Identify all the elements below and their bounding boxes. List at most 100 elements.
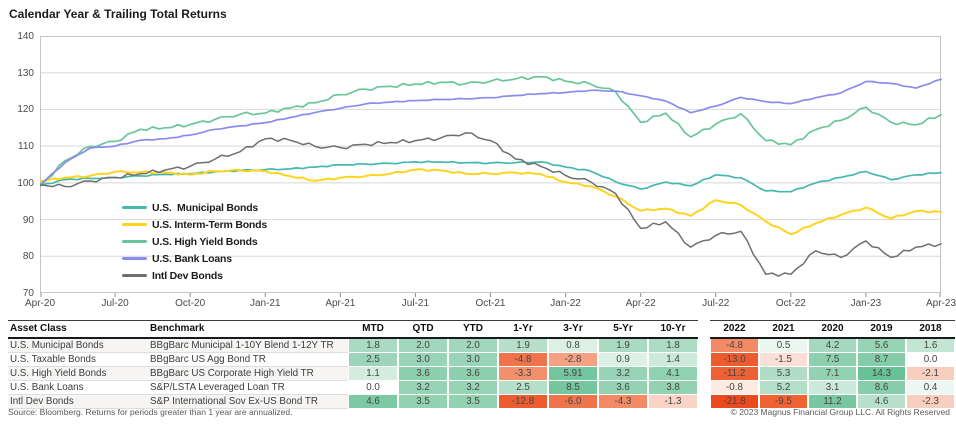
- y-tick-label: 100: [17, 177, 34, 189]
- asset-class-cell: U.S. High Yield Bonds: [8, 367, 148, 381]
- asset-class-cell: U.S. Taxable Bonds: [8, 353, 148, 367]
- x-tick-label: Oct-21: [475, 298, 506, 309]
- column-header: Asset Class: [8, 320, 148, 339]
- return-value-cell: 3.5: [448, 395, 498, 409]
- y-tick-label: 140: [17, 31, 34, 42]
- series-line-u-s-high-yield-bonds: [40, 75, 942, 188]
- benchmark-cell: BBgBarc Municipal 1-10Y Blend 1-12Y TR: [148, 339, 348, 353]
- return-value-cell: -1.3: [648, 395, 698, 409]
- return-value-cell: 8.7: [857, 353, 906, 367]
- y-tick-label: 80: [22, 251, 34, 263]
- legend-line-swatch: [122, 274, 147, 277]
- return-value-cell: -2.3: [906, 395, 955, 409]
- return-value-cell: 3.2: [448, 381, 498, 395]
- table-row: U.S. Municipal Bonds BBgBarc Municipal 1-…: [8, 339, 955, 353]
- column-gap: [698, 320, 710, 339]
- return-value-cell: 2.0: [448, 339, 498, 353]
- table-row: U.S. High Yield Bonds BBgBarc US Corporat…: [8, 367, 955, 381]
- return-value-cell: -4.8: [710, 339, 759, 353]
- return-value-cell: -3.3: [498, 367, 548, 381]
- column-header: QTD: [398, 320, 448, 339]
- x-tick-label: Jan-23: [850, 298, 882, 309]
- legend-line-swatch: [122, 257, 147, 260]
- return-value-cell: -13.0: [710, 353, 759, 367]
- asset-class-cell: U.S. Bank Loans: [8, 381, 148, 395]
- return-value-cell: 5.2: [759, 381, 808, 395]
- benchmark-cell: S&P International Sov Ex-US Bond TR: [148, 395, 348, 409]
- y-tick-label: 120: [17, 104, 34, 116]
- plot-frame: [40, 36, 941, 293]
- y-tick-label: 70: [22, 288, 34, 299]
- return-value-cell: 3.2: [398, 381, 448, 395]
- return-value-cell: 0.5: [759, 339, 808, 353]
- legend-item: U.S. Interm-Term Bonds: [122, 216, 267, 233]
- return-value-cell: 8.6: [857, 381, 906, 395]
- legend-line-swatch: [122, 206, 147, 209]
- return-value-cell: 1.6: [906, 339, 955, 353]
- return-value-cell: -2.1: [906, 367, 955, 381]
- column-header: 5-Yr: [598, 320, 648, 339]
- column-header: 10-Yr: [648, 320, 698, 339]
- return-value-cell: 3.6: [598, 381, 648, 395]
- source-note: Source: Bloomberg. Returns for periods g…: [8, 407, 293, 417]
- x-tick-label: Jan-21: [249, 298, 281, 309]
- x-tick-label: Oct-22: [775, 298, 806, 309]
- return-value-cell: 2.5: [498, 381, 548, 395]
- return-value-cell: 4.1: [648, 367, 698, 381]
- return-value-cell: 5.3: [759, 367, 808, 381]
- table-row: U.S. Taxable Bonds BBgBarc US Agg Bond TR…: [8, 353, 955, 367]
- chart-legend: U.S. Municipal Bonds U.S. Interm-Term Bon…: [122, 199, 267, 284]
- return-value-cell: 3.0: [448, 353, 498, 367]
- column-gap: [698, 353, 710, 367]
- x-tick-label: Apr-22: [625, 298, 656, 309]
- x-tick-label: Apr-21: [325, 298, 356, 309]
- legend-item: U.S. Bank Loans: [122, 250, 267, 267]
- asset-class-cell: Intl Dev Bonds: [8, 395, 148, 409]
- column-header: 2022: [710, 320, 759, 339]
- return-value-cell: 14.3: [857, 367, 906, 381]
- column-header: Benchmark: [148, 320, 348, 339]
- return-value-cell: 1.4: [648, 353, 698, 367]
- return-value-cell: 3.6: [398, 367, 448, 381]
- return-value-cell: 11.2: [808, 395, 857, 409]
- return-value-cell: 4.2: [808, 339, 857, 353]
- page-title: Calendar Year & Trailing Total Returns: [9, 7, 227, 21]
- legend-item: U.S. Municipal Bonds: [122, 199, 267, 216]
- return-value-cell: -1.5: [759, 353, 808, 367]
- return-value-cell: -11.2: [710, 367, 759, 381]
- series-line-intl-dev-bonds: [40, 132, 942, 277]
- column-header: 2018: [906, 320, 955, 339]
- x-tick-label: Jul-22: [702, 298, 730, 309]
- return-value-cell: -21.8: [710, 395, 759, 409]
- return-value-cell: 2.0: [398, 339, 448, 353]
- series-line-u-s-bank-loans: [40, 78, 942, 186]
- benchmark-cell: BBgBarc US Agg Bond TR: [148, 353, 348, 367]
- x-tick-label: Apr-20: [24, 298, 55, 309]
- return-value-cell: 4.6: [857, 395, 906, 409]
- return-value-cell: 7.1: [808, 367, 857, 381]
- return-value-cell: 3.8: [648, 381, 698, 395]
- legend-label: U.S. Bank Loans: [152, 252, 232, 265]
- return-value-cell: 3.6: [448, 367, 498, 381]
- return-value-cell: 5.6: [857, 339, 906, 353]
- column-header: MTD: [348, 320, 398, 339]
- benchmark-cell: S&P/LSTA Leveraged Loan TR: [148, 381, 348, 395]
- y-tick-label: 110: [18, 141, 34, 153]
- legend-label: U.S. Municipal Bonds: [152, 201, 259, 214]
- plot-area: [40, 36, 942, 297]
- x-tick-label: Jul-21: [401, 298, 430, 309]
- return-value-cell: 0.8: [548, 339, 598, 353]
- column-header: 2021: [759, 320, 808, 339]
- return-value-cell: 3.5: [398, 395, 448, 409]
- y-tick-label: 130: [17, 67, 34, 79]
- return-value-cell: 0.0: [906, 353, 955, 367]
- return-value-cell: 2.5: [348, 353, 398, 367]
- benchmark-cell: BBgBarc US Corporate High Yield TR: [148, 367, 348, 381]
- return-value-cell: 1.8: [648, 339, 698, 353]
- legend-line-swatch: [122, 240, 147, 243]
- return-value-cell: 3.0: [398, 353, 448, 367]
- return-value-cell: -12.8: [498, 395, 548, 409]
- return-value-cell: 4.6: [348, 395, 398, 409]
- column-header: 1-Yr: [498, 320, 548, 339]
- return-value-cell: 1.1: [348, 367, 398, 381]
